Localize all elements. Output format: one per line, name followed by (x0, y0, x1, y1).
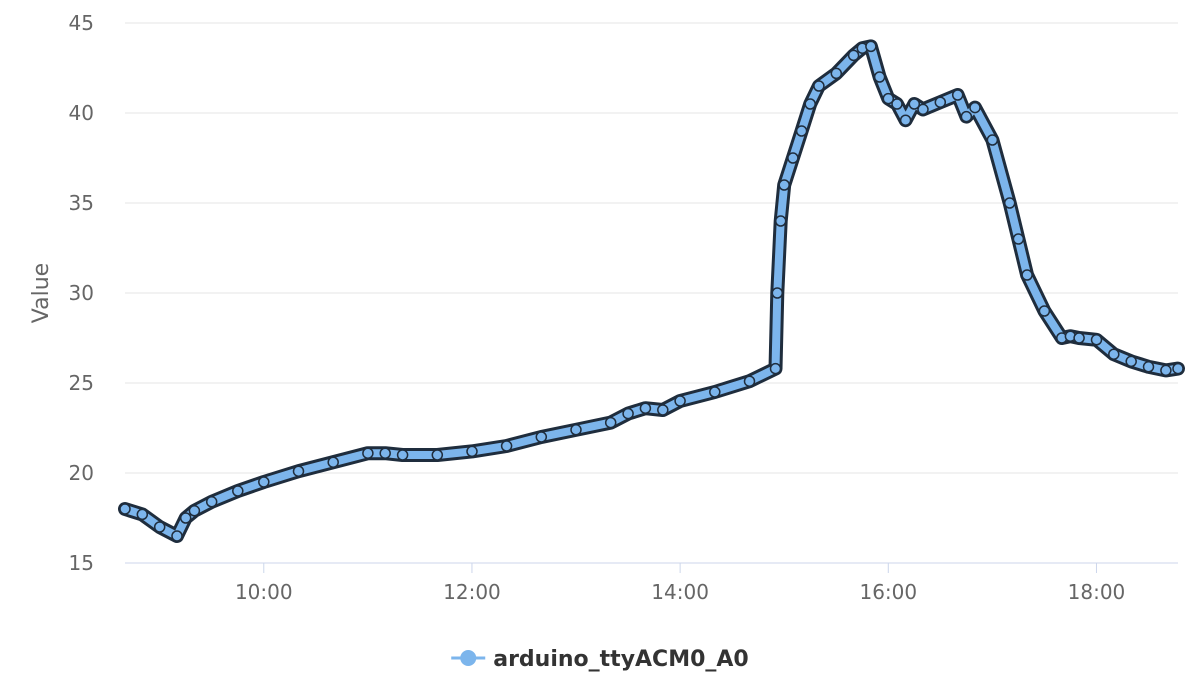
data-point[interactable] (1073, 332, 1085, 344)
data-point[interactable] (205, 496, 218, 508)
data-point[interactable] (873, 71, 886, 83)
y-tick-label: 15 (69, 551, 94, 575)
legend-symbol-marker (460, 650, 477, 666)
data-point[interactable] (639, 402, 652, 414)
data-point[interactable] (795, 125, 808, 137)
y-tick-label: 30 (69, 281, 94, 305)
data-point[interactable] (119, 503, 131, 515)
data-point[interactable] (771, 287, 784, 299)
data-point[interactable] (1012, 233, 1025, 245)
data-point[interactable] (778, 179, 790, 191)
data-point[interactable] (604, 416, 617, 429)
series-line[interactable] (121, 42, 1182, 540)
data-point[interactable] (179, 512, 192, 524)
data-point[interactable] (951, 89, 964, 101)
x-tick-label: 18:00 (1068, 580, 1126, 604)
data-point[interactable] (787, 152, 799, 164)
data-point[interactable] (830, 67, 843, 80)
y-axis-title: Value (29, 263, 54, 323)
y-tick-label: 40 (69, 101, 94, 125)
data-point[interactable] (934, 96, 947, 108)
data-point[interactable] (908, 98, 921, 110)
data-point[interactable] (535, 431, 548, 443)
data-point[interactable] (500, 440, 513, 452)
legend-label[interactable]: arduino_ttyACM0_A0 (493, 647, 749, 672)
data-point[interactable] (622, 407, 634, 420)
series-line-outline (118, 39, 1185, 543)
x-tick-label: 16:00 (859, 580, 917, 604)
data-point[interactable] (1038, 305, 1051, 317)
data-point[interactable] (232, 485, 244, 497)
data-point[interactable] (136, 508, 149, 521)
grid-lines (125, 22, 1178, 474)
data-point[interactable] (769, 362, 782, 375)
data-point[interactable] (891, 98, 903, 110)
data-point[interactable] (396, 449, 409, 461)
data-point[interactable] (1108, 348, 1120, 360)
data-point[interactable] (379, 447, 391, 459)
y-axis-ticks: 15 20 25 30 35 40 45 (69, 11, 94, 575)
data-point[interactable] (882, 92, 895, 105)
data-point[interactable] (847, 49, 860, 62)
data-point[interactable] (466, 445, 478, 458)
data-point[interactable] (1125, 355, 1137, 368)
data-point[interactable] (1172, 362, 1184, 375)
data-point[interactable] (813, 80, 825, 92)
data-point[interactable] (899, 114, 912, 126)
data-point[interactable] (709, 386, 721, 398)
data-point[interactable] (1021, 269, 1033, 281)
x-tick-label: 10:00 (235, 580, 293, 604)
data-point[interactable] (1160, 364, 1172, 377)
x-tick-label: 14:00 (651, 580, 709, 604)
legend[interactable]: arduino_ttyACM0_A0 (451, 647, 749, 672)
data-point[interactable] (1003, 197, 1016, 209)
data-point[interactable] (917, 103, 929, 116)
data-point[interactable] (258, 476, 270, 488)
data-point[interactable] (804, 98, 816, 110)
y-tick-label: 45 (69, 11, 94, 35)
data-point[interactable] (674, 395, 686, 407)
data-point[interactable] (969, 101, 981, 114)
data-point[interactable] (1090, 334, 1103, 346)
data-point[interactable] (171, 530, 183, 542)
x-tick-label: 12:00 (443, 580, 501, 604)
series-layer[interactable] (118, 39, 1185, 543)
y-tick-label: 20 (69, 461, 94, 485)
data-point[interactable] (292, 465, 305, 477)
data-point[interactable] (153, 521, 166, 533)
data-point[interactable] (188, 505, 201, 517)
data-point[interactable] (327, 456, 339, 468)
data-point[interactable] (865, 40, 877, 53)
data-point[interactable] (657, 404, 669, 416)
data-point[interactable] (743, 375, 756, 387)
y-tick-label: 25 (69, 371, 94, 395)
data-point[interactable] (362, 447, 374, 459)
data-point[interactable] (570, 424, 582, 436)
data-point[interactable] (1142, 361, 1155, 373)
x-axis-ticks: 10:00 12:00 14:00 16:00 18:00 (235, 563, 1125, 604)
data-point[interactable] (431, 449, 444, 461)
data-point[interactable] (774, 215, 787, 227)
data-point[interactable] (986, 134, 999, 146)
y-tick-label: 35 (69, 191, 94, 215)
data-point[interactable] (960, 110, 973, 123)
